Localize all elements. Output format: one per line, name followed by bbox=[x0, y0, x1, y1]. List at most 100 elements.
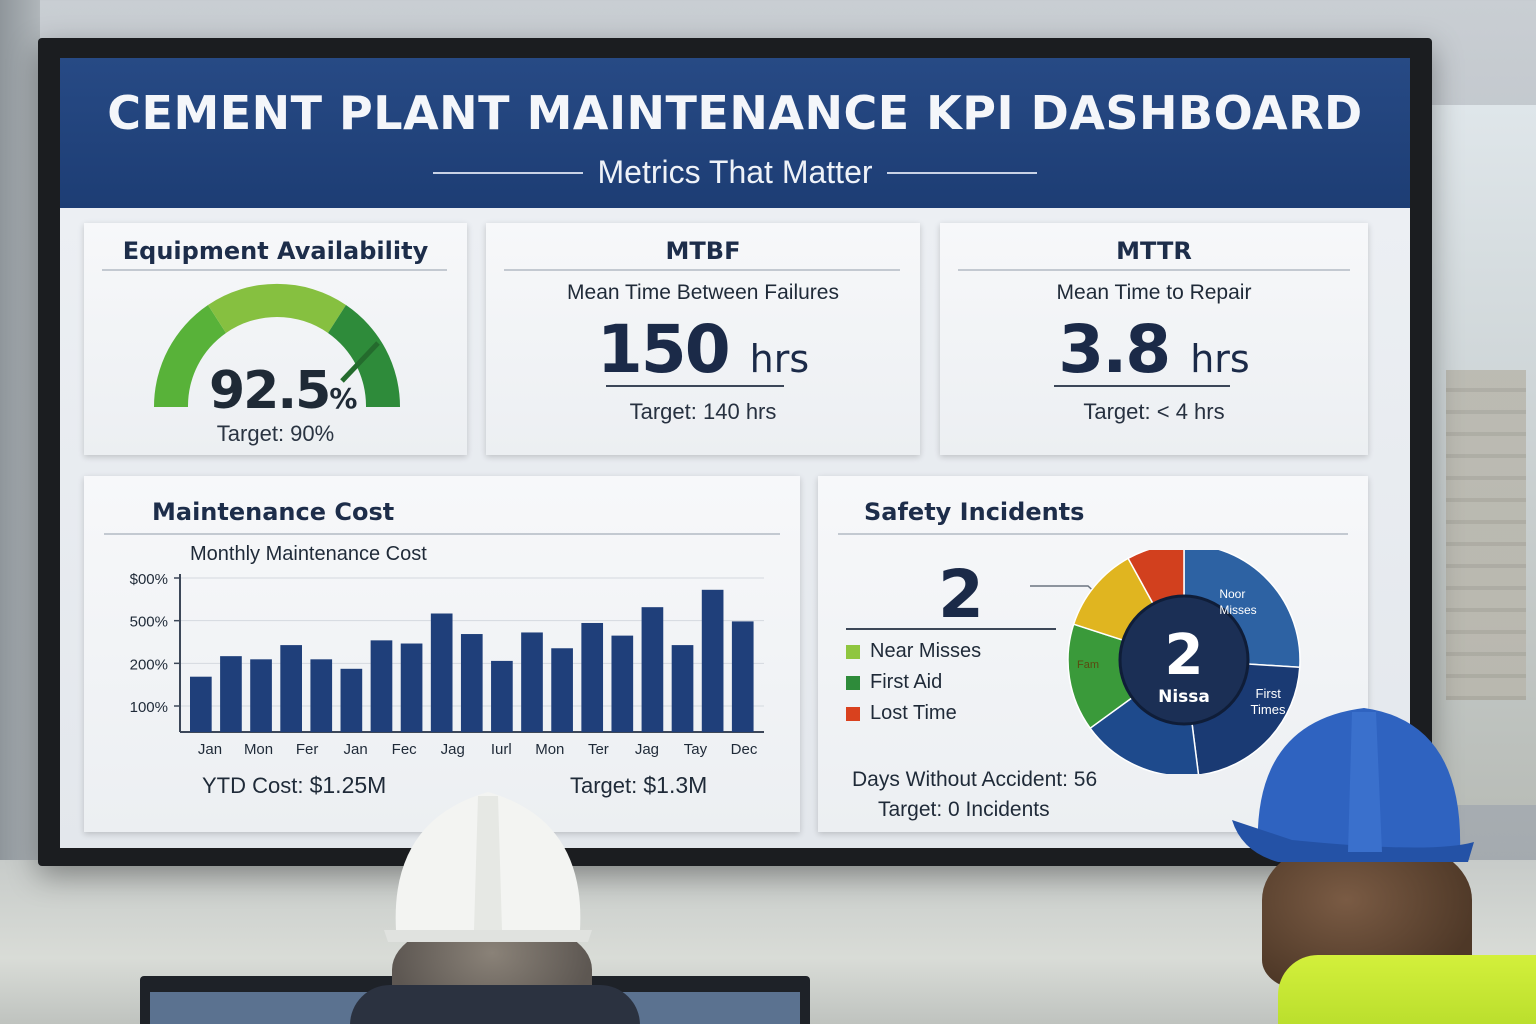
x-tick-label: Fer bbox=[296, 741, 319, 758]
mttr-card[interactable]: MTTR Mean Time to Repair 3.8 hrs Target:… bbox=[940, 223, 1368, 455]
donut-center-label: Nissa bbox=[1158, 687, 1210, 707]
wall-monitor: CEMENT PLANT MAINTENANCE KPI DASHBOARD M… bbox=[38, 38, 1432, 866]
mtbf-title: MTBF bbox=[665, 237, 741, 265]
gauge-segment-1 bbox=[153, 305, 226, 407]
y-tick-label: 200% bbox=[130, 656, 168, 673]
availability-gauge bbox=[153, 283, 401, 407]
availability-title: Equipment Availability bbox=[122, 237, 429, 265]
x-tick-label: Iurl bbox=[491, 741, 512, 758]
mttr-underline bbox=[1054, 385, 1230, 387]
legend-lost-time: Lost Time bbox=[846, 702, 957, 725]
cost-divider bbox=[104, 533, 780, 535]
mtbf-card[interactable]: MTBF Mean Time Between Failures 150 hrs … bbox=[486, 223, 920, 455]
mttr-divider bbox=[958, 269, 1350, 271]
chart-bar bbox=[310, 659, 333, 732]
legend-swatch-near-misses bbox=[846, 644, 860, 659]
donut-label-fam: Fam bbox=[1077, 659, 1099, 671]
maintenance-cost-card[interactable]: Maintenance Cost Monthly Maintenance Cos… bbox=[84, 476, 800, 832]
ytd-value: $1.25M bbox=[309, 772, 387, 798]
chart-bar bbox=[190, 676, 212, 732]
x-tick-label: Mon bbox=[244, 741, 273, 758]
subtitle-divider-right bbox=[886, 171, 1037, 174]
safety-target: Target: 0 Incidents bbox=[878, 798, 1050, 822]
background-plant-building bbox=[1446, 370, 1526, 700]
legend-near-misses: Near Misses bbox=[846, 640, 981, 663]
x-tick-label: Dec bbox=[731, 741, 758, 758]
chart-bar bbox=[250, 659, 272, 732]
chart-bar bbox=[611, 635, 634, 732]
days-value: 56 bbox=[1073, 768, 1098, 791]
y-tick-label: 100% bbox=[130, 699, 168, 716]
monthly-cost-chart[interactable]: $00% 500% 200% 100% Jan Mon Fer Jan Fec Jag Iurl Mo… bbox=[84, 566, 800, 766]
mtbf-underline bbox=[606, 385, 784, 387]
availability-divider bbox=[102, 269, 447, 271]
gauge-segment-2 bbox=[208, 283, 346, 333]
worker-right-safety-vest bbox=[1278, 955, 1536, 1024]
x-tick-label: Fec bbox=[392, 741, 418, 758]
availability-unit: % bbox=[329, 382, 358, 415]
mtbf-unit: hrs bbox=[749, 337, 810, 381]
chart-bar bbox=[400, 643, 423, 732]
y-tick-label: $00% bbox=[130, 571, 168, 588]
x-tick-label: Jag bbox=[635, 741, 659, 758]
donut-label-near-line1: Noor bbox=[1219, 587, 1245, 601]
chart-bar bbox=[671, 645, 694, 732]
mtbf-value: 150 hrs bbox=[486, 311, 920, 388]
chart-bar bbox=[641, 607, 664, 732]
mttr-title: MTTR bbox=[1116, 237, 1192, 265]
legend-swatch-first-aid bbox=[846, 675, 860, 690]
mttr-subtitle: Mean Time to Repair bbox=[1056, 281, 1252, 304]
x-tick-label: Jag bbox=[441, 741, 465, 758]
safety-target-label: Target: bbox=[878, 798, 943, 821]
donut-label-near-line2: Misses bbox=[1219, 603, 1256, 617]
x-tick-label: Jan bbox=[344, 741, 368, 758]
incident-donut-chart[interactable]: 2 Nissa Noor Misses First Times Fam bbox=[1066, 550, 1306, 774]
chart-bar bbox=[581, 622, 604, 732]
ytd-cost: YTD Cost: $1.25M bbox=[202, 772, 386, 799]
chart-bar bbox=[701, 589, 724, 732]
x-tick-label: Tay bbox=[684, 741, 708, 758]
legend-label-first-aid: First Aid bbox=[870, 671, 943, 693]
page-subtitle: Metrics That Matter bbox=[597, 154, 873, 190]
safety-incidents-card[interactable]: Safety Incidents 2 Near Misses First Aid… bbox=[818, 476, 1368, 832]
mtbf-target: Target: 140 hrs bbox=[629, 399, 777, 424]
legend-swatch-lost-time bbox=[846, 706, 860, 721]
availability-number: 92.5 bbox=[209, 361, 331, 421]
cost-target-label: Target: bbox=[570, 773, 638, 798]
days-without-accident: Days Without Accident: 56 bbox=[852, 768, 1097, 792]
blue-hard-hat-icon bbox=[1232, 708, 1474, 862]
chart-bar bbox=[280, 645, 302, 732]
worker-left-body bbox=[350, 985, 640, 1024]
donut-label-near-misses: Noor Misses bbox=[1219, 587, 1256, 617]
chart-bar bbox=[551, 648, 573, 732]
background-wall bbox=[0, 0, 40, 900]
dashboard-header: CEMENT PLANT MAINTENANCE KPI DASHBOARD M… bbox=[60, 58, 1410, 208]
x-tick-label: Mon bbox=[535, 741, 564, 758]
incident-count-underline bbox=[846, 628, 1056, 630]
legend-label-lost-time: Lost Time bbox=[870, 702, 957, 724]
chart-bar bbox=[220, 656, 242, 732]
safety-divider bbox=[838, 533, 1348, 535]
cost-target: Target: $1.3M bbox=[570, 772, 707, 799]
gauge-needle bbox=[340, 341, 380, 383]
availability-target: Target: 90% bbox=[216, 421, 335, 446]
chart-title: Monthly Maintenance Cost bbox=[190, 543, 427, 565]
availability-card[interactable]: Equipment Availability 92.5% Target: 90% bbox=[84, 223, 467, 455]
mtbf-subtitle: Mean Time Between Failures bbox=[567, 281, 839, 304]
donut-label-first-line2: Times bbox=[1251, 702, 1286, 717]
chart-bar bbox=[521, 632, 543, 732]
donut-center-ring bbox=[1118, 594, 1250, 726]
ytd-label: YTD Cost: bbox=[202, 773, 304, 798]
page-title: CEMENT PLANT MAINTENANCE KPI DASHBOARD bbox=[107, 86, 1363, 140]
white-hard-hat-icon bbox=[384, 792, 592, 942]
chart-bar bbox=[430, 613, 453, 732]
mtbf-number: 150 bbox=[596, 311, 731, 388]
cost-title: Maintenance Cost bbox=[152, 498, 395, 526]
mttr-number: 3.8 bbox=[1058, 311, 1171, 388]
donut-center-value: 2 bbox=[1165, 623, 1204, 688]
safety-target-value: 0 Incidents bbox=[948, 798, 1050, 821]
chart-bar bbox=[491, 660, 513, 732]
mtbf-divider bbox=[504, 269, 900, 271]
chart-bar bbox=[460, 634, 483, 732]
chart-bar bbox=[731, 621, 754, 732]
